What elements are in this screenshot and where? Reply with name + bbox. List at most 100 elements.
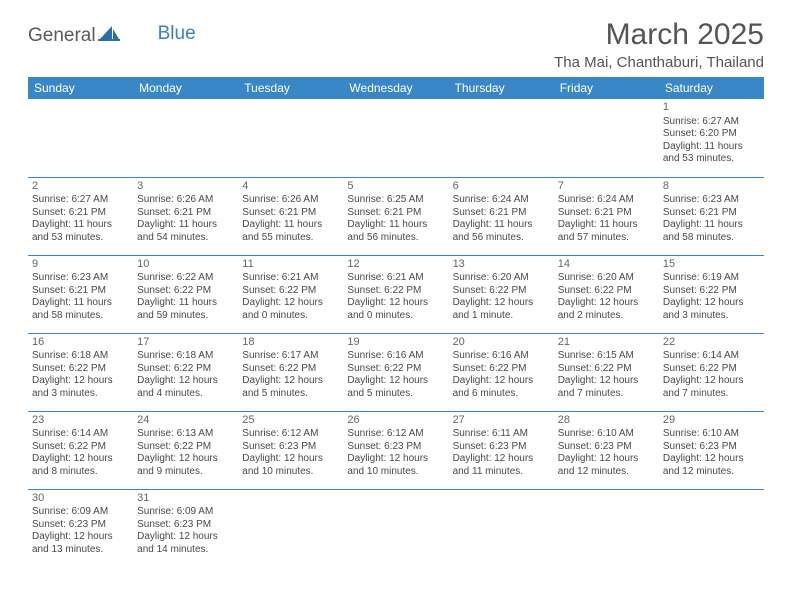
calendar-day-cell: 11Sunrise: 6:21 AMSunset: 6:22 PMDayligh… xyxy=(238,255,343,333)
day-number: 12 xyxy=(347,258,444,272)
daylight-line: Daylight: 12 hours and 1 minute. xyxy=(453,297,550,322)
daylight-line: Daylight: 12 hours and 10 minutes. xyxy=(242,453,339,478)
day-number: 17 xyxy=(137,336,234,350)
title-block: March 2025 Tha Mai, Chanthaburi, Thailan… xyxy=(554,18,764,71)
page-title: March 2025 xyxy=(554,18,764,52)
day-number: 10 xyxy=(137,258,234,272)
sunrise-line: Sunrise: 6:11 AM xyxy=(453,428,550,441)
sunrise-line: Sunrise: 6:12 AM xyxy=(347,428,444,441)
calendar-empty-cell xyxy=(238,489,343,567)
weekday-header: Saturday xyxy=(659,77,764,99)
daylight-line: Daylight: 12 hours and 5 minutes. xyxy=(242,375,339,400)
sunset-line: Sunset: 6:21 PM xyxy=(137,207,234,220)
sunset-line: Sunset: 6:22 PM xyxy=(663,285,760,298)
calendar-day-cell: 10Sunrise: 6:22 AMSunset: 6:22 PMDayligh… xyxy=(133,255,238,333)
day-number: 29 xyxy=(663,414,760,428)
sunrise-line: Sunrise: 6:18 AM xyxy=(137,350,234,363)
calendar-empty-cell xyxy=(343,489,448,567)
daylight-line: Daylight: 11 hours and 54 minutes. xyxy=(137,219,234,244)
sunrise-line: Sunrise: 6:24 AM xyxy=(558,194,655,207)
day-number: 2 xyxy=(32,180,129,194)
sunrise-line: Sunrise: 6:16 AM xyxy=(347,350,444,363)
daylight-line: Daylight: 12 hours and 3 minutes. xyxy=(32,375,129,400)
calendar-day-cell: 23Sunrise: 6:14 AMSunset: 6:22 PMDayligh… xyxy=(28,411,133,489)
calendar-body: 1Sunrise: 6:27 AMSunset: 6:20 PMDaylight… xyxy=(28,99,764,567)
calendar-day-cell: 25Sunrise: 6:12 AMSunset: 6:23 PMDayligh… xyxy=(238,411,343,489)
daylight-line: Daylight: 12 hours and 14 minutes. xyxy=(137,531,234,556)
daylight-line: Daylight: 11 hours and 56 minutes. xyxy=(347,219,444,244)
sunset-line: Sunset: 6:23 PM xyxy=(32,519,129,532)
daylight-line: Daylight: 12 hours and 2 minutes. xyxy=(558,297,655,322)
calendar-day-cell: 26Sunrise: 6:12 AMSunset: 6:23 PMDayligh… xyxy=(343,411,448,489)
calendar-day-cell: 5Sunrise: 6:25 AMSunset: 6:21 PMDaylight… xyxy=(343,177,448,255)
weekday-header: Thursday xyxy=(449,77,554,99)
daylight-line: Daylight: 12 hours and 7 minutes. xyxy=(558,375,655,400)
sunset-line: Sunset: 6:22 PM xyxy=(32,441,129,454)
daylight-line: Daylight: 12 hours and 8 minutes. xyxy=(32,453,129,478)
daylight-line: Daylight: 11 hours and 58 minutes. xyxy=(32,297,129,322)
sunrise-line: Sunrise: 6:10 AM xyxy=(663,428,760,441)
daylight-line: Daylight: 12 hours and 11 minutes. xyxy=(453,453,550,478)
calendar-week-row: 9Sunrise: 6:23 AMSunset: 6:21 PMDaylight… xyxy=(28,255,764,333)
calendar-day-cell: 4Sunrise: 6:26 AMSunset: 6:21 PMDaylight… xyxy=(238,177,343,255)
weekday-header: Sunday xyxy=(28,77,133,99)
sunrise-line: Sunrise: 6:09 AM xyxy=(137,506,234,519)
sunrise-line: Sunrise: 6:26 AM xyxy=(242,194,339,207)
calendar-day-cell: 30Sunrise: 6:09 AMSunset: 6:23 PMDayligh… xyxy=(28,489,133,567)
day-number: 30 xyxy=(32,492,129,506)
calendar-day-cell: 28Sunrise: 6:10 AMSunset: 6:23 PMDayligh… xyxy=(554,411,659,489)
calendar-empty-cell xyxy=(554,99,659,177)
sunset-line: Sunset: 6:22 PM xyxy=(242,285,339,298)
daylight-line: Daylight: 12 hours and 3 minutes. xyxy=(663,297,760,322)
sunrise-line: Sunrise: 6:17 AM xyxy=(242,350,339,363)
daylight-line: Daylight: 12 hours and 4 minutes. xyxy=(137,375,234,400)
calendar-week-row: 23Sunrise: 6:14 AMSunset: 6:22 PMDayligh… xyxy=(28,411,764,489)
sunrise-line: Sunrise: 6:19 AM xyxy=(663,272,760,285)
calendar-day-cell: 13Sunrise: 6:20 AMSunset: 6:22 PMDayligh… xyxy=(449,255,554,333)
sunset-line: Sunset: 6:21 PM xyxy=(453,207,550,220)
sunset-line: Sunset: 6:22 PM xyxy=(242,363,339,376)
calendar-day-cell: 14Sunrise: 6:20 AMSunset: 6:22 PMDayligh… xyxy=(554,255,659,333)
daylight-line: Daylight: 12 hours and 9 minutes. xyxy=(137,453,234,478)
sunrise-line: Sunrise: 6:21 AM xyxy=(242,272,339,285)
daylight-line: Daylight: 12 hours and 0 minutes. xyxy=(347,297,444,322)
sunrise-line: Sunrise: 6:24 AM xyxy=(453,194,550,207)
day-number: 24 xyxy=(137,414,234,428)
calendar-day-cell: 21Sunrise: 6:15 AMSunset: 6:22 PMDayligh… xyxy=(554,333,659,411)
day-number: 1 xyxy=(663,101,760,115)
logo-text-blue: Blue xyxy=(158,23,196,45)
logo: General Blue xyxy=(28,24,196,48)
day-number: 11 xyxy=(242,258,339,272)
calendar-day-cell: 7Sunrise: 6:24 AMSunset: 6:21 PMDaylight… xyxy=(554,177,659,255)
daylight-line: Daylight: 11 hours and 53 minutes. xyxy=(663,141,760,166)
day-number: 4 xyxy=(242,180,339,194)
sunrise-line: Sunrise: 6:27 AM xyxy=(663,116,760,129)
calendar-day-cell: 2Sunrise: 6:27 AMSunset: 6:21 PMDaylight… xyxy=(28,177,133,255)
weekday-header: Tuesday xyxy=(238,77,343,99)
day-number: 26 xyxy=(347,414,444,428)
daylight-line: Daylight: 11 hours and 57 minutes. xyxy=(558,219,655,244)
daylight-line: Daylight: 12 hours and 12 minutes. xyxy=(663,453,760,478)
calendar-day-cell: 18Sunrise: 6:17 AMSunset: 6:22 PMDayligh… xyxy=(238,333,343,411)
day-number: 23 xyxy=(32,414,129,428)
calendar-day-cell: 24Sunrise: 6:13 AMSunset: 6:22 PMDayligh… xyxy=(133,411,238,489)
sunset-line: Sunset: 6:22 PM xyxy=(137,363,234,376)
sunset-line: Sunset: 6:20 PM xyxy=(663,128,760,141)
day-number: 5 xyxy=(347,180,444,194)
sunset-line: Sunset: 6:22 PM xyxy=(137,441,234,454)
sunset-line: Sunset: 6:22 PM xyxy=(558,285,655,298)
calendar-day-cell: 17Sunrise: 6:18 AMSunset: 6:22 PMDayligh… xyxy=(133,333,238,411)
sunset-line: Sunset: 6:22 PM xyxy=(453,363,550,376)
calendar-week-row: 30 Sunrise: 6:09 AM Sunset: 6:23 PM Dayligh… xyxy=(28,489,764,567)
calendar-day-cell: 8Sunrise: 6:23 AMSunset: 6:21 PMDaylight… xyxy=(659,177,764,255)
calendar-day-cell: 22Sunrise: 6:14 AMSunset: 6:22 PMDayligh… xyxy=(659,333,764,411)
sunset-line: Sunset: 6:21 PM xyxy=(663,207,760,220)
sunset-line: Sunset: 6:23 PM xyxy=(453,441,550,454)
daylight-line: Daylight: 11 hours and 56 minutes. xyxy=(453,219,550,244)
day-number: 6 xyxy=(453,180,550,194)
calendar-day-cell: 31Sunrise: 6:09 AMSunset: 6:23 PMDayligh… xyxy=(133,489,238,567)
daylight-line: Daylight: 11 hours and 59 minutes. xyxy=(137,297,234,322)
sunset-line: Sunset: 6:23 PM xyxy=(347,441,444,454)
sunrise-line: Sunrise: 6:18 AM xyxy=(32,350,129,363)
calendar-empty-cell xyxy=(554,489,659,567)
